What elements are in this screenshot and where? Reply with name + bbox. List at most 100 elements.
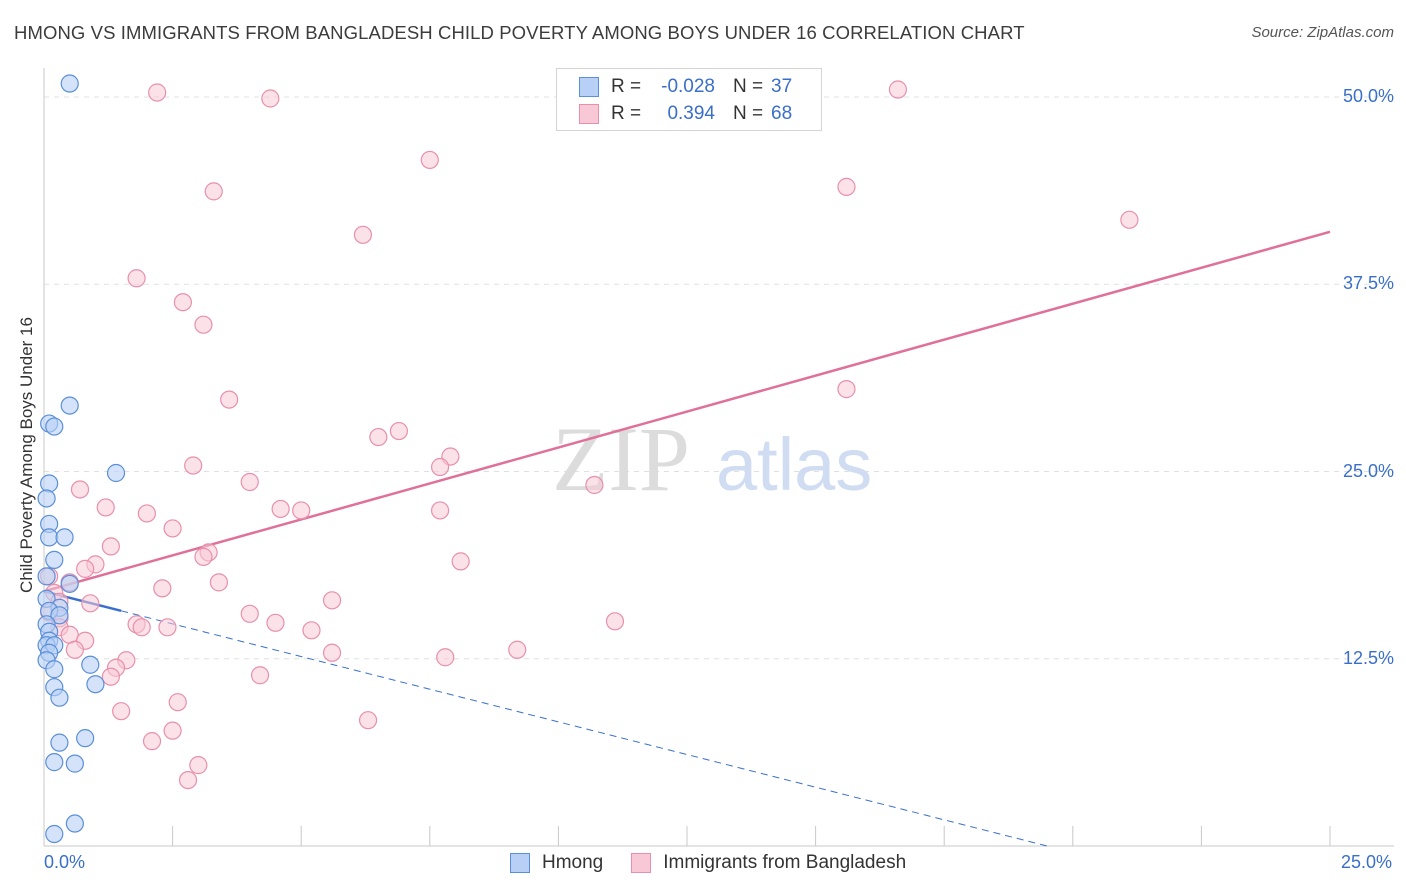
bangladesh-point <box>271 499 290 519</box>
bangladesh-point <box>389 421 409 441</box>
trend-lines <box>43 230 1331 847</box>
bangladesh-point <box>148 83 167 102</box>
bangladesh-legend-swatch <box>631 853 652 873</box>
hmong-point <box>60 396 79 415</box>
hmong-point <box>50 606 69 625</box>
bangladesh-point <box>266 613 285 632</box>
bangladesh-point <box>369 427 388 447</box>
hmong-point <box>60 74 79 93</box>
series-hmong <box>37 74 126 844</box>
correlation-legend: R = -0.028 N = 37 R = 0.394 N = 68 <box>556 68 822 131</box>
hmong-point <box>50 733 69 752</box>
hmong-legend-swatch <box>510 853 530 873</box>
hmong-point <box>45 550 64 569</box>
legend-item-bangladesh: Immigrants from Bangladesh <box>631 852 906 874</box>
bangladesh-point <box>1120 210 1139 229</box>
bangladesh-point <box>605 612 625 631</box>
hmong-point <box>65 754 84 773</box>
bangladesh-point <box>430 457 450 477</box>
bangladesh-point <box>194 547 213 566</box>
bangladesh-point <box>322 643 342 662</box>
hmong-point <box>60 574 79 593</box>
watermark-atlas: atlas <box>716 423 872 506</box>
bangladesh-point <box>137 504 156 523</box>
bangladesh-point <box>451 552 470 571</box>
hmong-point <box>45 417 64 436</box>
hmong-point <box>76 729 95 748</box>
bangladesh-point <box>250 666 270 685</box>
hmong-point <box>55 528 74 547</box>
bangladesh-point <box>508 640 527 659</box>
axes <box>43 68 1394 847</box>
x-tick-max: 25.0% <box>1340 852 1392 872</box>
bangladesh-point <box>292 501 311 520</box>
bangladesh-point <box>240 472 259 492</box>
bangladesh-point <box>163 519 182 538</box>
y-tick-label: 12.5% <box>1342 647 1394 668</box>
gridlines <box>44 96 1394 660</box>
bangladesh-point <box>153 579 172 598</box>
bangladesh-point <box>189 756 208 775</box>
n-label: N = <box>733 76 764 97</box>
hmong-point <box>106 463 126 483</box>
hmong-point <box>65 814 84 833</box>
hmong-point <box>81 655 100 674</box>
bangladesh-point <box>585 475 604 495</box>
hmong-point <box>45 660 64 679</box>
chart-title: HMONG VS IMMIGRANTS FROM BANGLADESH CHIL… <box>14 22 1025 43</box>
hmong-point <box>37 489 56 508</box>
bangladesh-point <box>173 293 192 312</box>
bangladesh-point <box>261 89 280 108</box>
bangladesh-point <box>158 618 177 637</box>
hmong-point <box>40 474 59 493</box>
y-tick-label: 50.0% <box>1342 86 1394 106</box>
bangladesh-point <box>430 501 450 520</box>
bangladesh-point <box>353 225 373 244</box>
n-value-hmong: 37 <box>771 76 793 97</box>
bangladesh-point <box>168 693 187 712</box>
hmong-point <box>86 675 105 694</box>
bangladesh-point <box>178 770 198 790</box>
y-tick-label: 25.0% <box>1342 460 1394 481</box>
watermark-zip: ZIP <box>552 408 690 510</box>
bangladesh-trend-line <box>43 230 1331 593</box>
bangladesh-point <box>101 667 120 686</box>
bangladesh-point <box>209 573 228 592</box>
bangladesh-point <box>302 621 321 640</box>
bangladesh-point <box>837 380 856 399</box>
y-tick-label: 37.5% <box>1342 273 1394 294</box>
r-value-bangladesh: 0.394 <box>667 103 715 124</box>
n-label: N = <box>733 103 764 124</box>
hmong-trend-line-extended <box>121 610 1048 847</box>
hmong-point <box>45 824 64 844</box>
series-legend: Hmong Immigrants from Bangladesh <box>510 852 934 874</box>
bangladesh-point <box>127 269 146 288</box>
hmong-point <box>40 528 59 547</box>
bangladesh-point <box>163 721 182 740</box>
legend-row-bangladesh: R = 0.394 N = 68 <box>579 102 792 126</box>
n-value-bangladesh: 68 <box>771 103 793 124</box>
legend-item-hmong: Hmong <box>510 852 603 874</box>
hmong-swatch <box>579 77 599 97</box>
legend-row-hmong: R = -0.028 N = 37 <box>579 75 792 99</box>
bangladesh-point <box>194 315 213 334</box>
bangladesh-point <box>240 604 259 623</box>
r-value-hmong: -0.028 <box>661 76 715 97</box>
bangladesh-point <box>220 390 239 409</box>
bangladesh-point <box>65 640 84 659</box>
bangladesh-point <box>322 591 342 610</box>
bangladesh-point <box>204 182 223 201</box>
bangladesh-point <box>184 456 203 475</box>
bangladesh-point <box>888 80 908 99</box>
bangladesh-point <box>101 537 120 556</box>
bangladesh-point <box>837 177 856 196</box>
bangladesh-point <box>420 150 439 170</box>
source-label: Source: ZipAtlas.com <box>1251 24 1394 41</box>
bangladesh-point <box>436 648 455 667</box>
hmong-legend-label: Hmong <box>542 852 604 873</box>
bangladesh-legend-label: Immigrants from Bangladesh <box>663 852 907 873</box>
bangladesh-swatch <box>579 104 599 124</box>
bangladesh-point <box>132 618 151 637</box>
bangladesh-point <box>70 480 90 499</box>
